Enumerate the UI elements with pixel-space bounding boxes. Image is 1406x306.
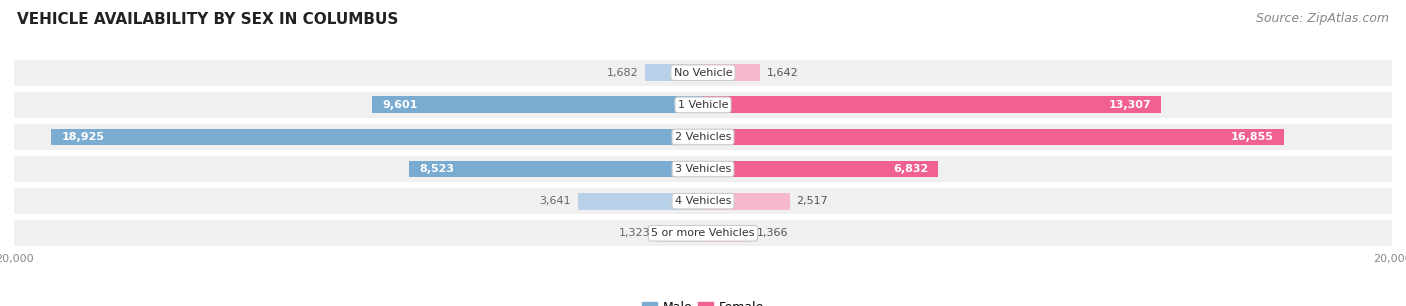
Text: 1,642: 1,642	[766, 68, 799, 78]
Bar	[14, 188, 1392, 214]
Legend: Male, Female: Male, Female	[637, 296, 769, 306]
Bar	[51, 129, 703, 145]
Text: 1,323: 1,323	[619, 228, 651, 238]
Bar	[409, 161, 703, 177]
Bar	[14, 156, 1392, 182]
Text: 4 Vehicles: 4 Vehicles	[675, 196, 731, 206]
Text: 8,523: 8,523	[420, 164, 454, 174]
Bar	[703, 129, 1284, 145]
Text: 5 or more Vehicles: 5 or more Vehicles	[651, 228, 755, 238]
Bar	[703, 225, 749, 242]
Text: 13,307: 13,307	[1108, 100, 1152, 110]
Bar	[14, 92, 1392, 118]
Text: 1 Vehicle: 1 Vehicle	[678, 100, 728, 110]
Text: No Vehicle: No Vehicle	[673, 68, 733, 78]
Text: 3,641: 3,641	[538, 196, 571, 206]
Text: 2,517: 2,517	[797, 196, 828, 206]
Bar	[645, 64, 703, 81]
Text: Source: ZipAtlas.com: Source: ZipAtlas.com	[1256, 12, 1389, 25]
Bar	[703, 161, 938, 177]
Text: 9,601: 9,601	[382, 100, 418, 110]
Bar	[14, 124, 1392, 150]
Text: VEHICLE AVAILABILITY BY SEX IN COLUMBUS: VEHICLE AVAILABILITY BY SEX IN COLUMBUS	[17, 12, 398, 27]
Text: 2 Vehicles: 2 Vehicles	[675, 132, 731, 142]
Text: 3 Vehicles: 3 Vehicles	[675, 164, 731, 174]
Bar	[703, 64, 759, 81]
Text: 16,855: 16,855	[1230, 132, 1274, 142]
Bar	[14, 220, 1392, 246]
Text: 6,832: 6,832	[893, 164, 928, 174]
Bar	[703, 193, 790, 210]
Bar	[373, 96, 703, 113]
Bar	[14, 60, 1392, 86]
Text: 18,925: 18,925	[62, 132, 104, 142]
Text: 1,682: 1,682	[606, 68, 638, 78]
Bar	[658, 225, 703, 242]
Bar	[703, 96, 1161, 113]
Text: 1,366: 1,366	[756, 228, 789, 238]
Bar	[578, 193, 703, 210]
